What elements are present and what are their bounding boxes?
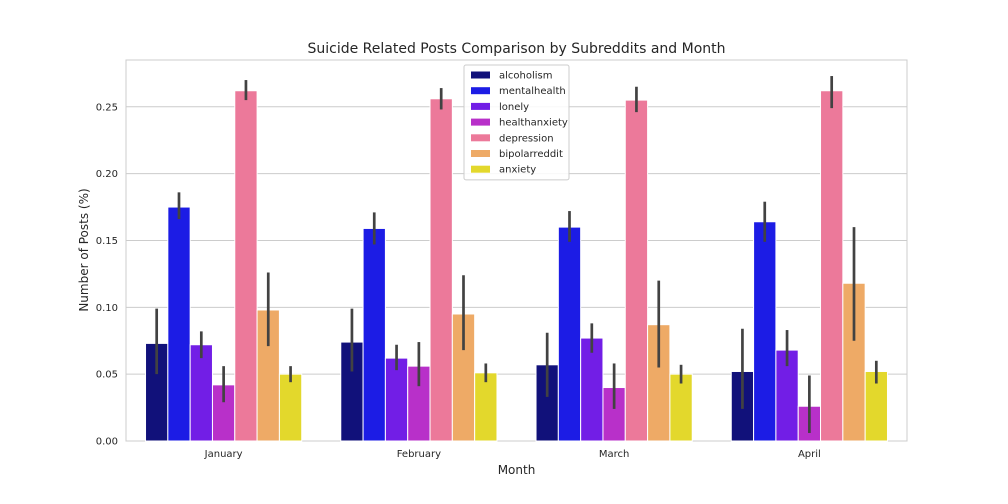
- legend-label-alcoholism: alcoholism: [499, 71, 553, 82]
- bar-mentalhealth-january: [167, 206, 191, 442]
- bar-lonely-february: [384, 357, 409, 442]
- legend-box: [463, 64, 570, 181]
- legend-label-healthanxiety: healthanxiety: [499, 118, 568, 129]
- chart-title: Suicide Related Posts Comparison by Subr…: [307, 41, 725, 57]
- bar-anxiety-march: [669, 373, 693, 442]
- bar-depression-april: [820, 90, 844, 442]
- legend-swatch-bipolarreddit: [471, 150, 490, 157]
- y-tick-label: 0.05: [96, 370, 118, 381]
- bar-mentalhealth-february: [362, 227, 386, 442]
- legend-label-anxiety: anxiety: [499, 165, 536, 176]
- legend-swatch-depression: [471, 134, 490, 142]
- legend-label-depression: depression: [499, 133, 554, 144]
- bar-lonely-march: [580, 337, 604, 442]
- y-axis-ticks: 0.00 0.05 0.10 0.15 0.20 0.25: [96, 102, 118, 447]
- bar-depression-january: [234, 90, 258, 442]
- legend-label-lonely: lonely: [499, 102, 529, 113]
- x-tick-label: January: [204, 449, 243, 460]
- legend-label-mentalhealth: mentalhealth: [499, 86, 566, 97]
- bar-depression-march: [624, 99, 649, 442]
- x-tick-label: February: [397, 449, 441, 460]
- legend-swatch-healthanxiety: [471, 118, 490, 126]
- legend-swatch-lonely: [471, 102, 490, 110]
- x-tick-label: March: [599, 449, 629, 460]
- legend-swatch-alcoholism: [471, 71, 490, 79]
- bar-lonely-january: [189, 344, 213, 442]
- y-tick-label: 0.00: [96, 437, 118, 448]
- y-tick-label: 0.15: [96, 236, 118, 247]
- error-bars-group: [155, 76, 878, 433]
- y-tick-label: 0.10: [96, 303, 118, 314]
- legend-swatch-anxiety: [471, 165, 490, 173]
- y-axis-label: Number of Posts (%): [77, 188, 91, 311]
- legend: alcoholism mentalhealth lonely healthanxiet…: [463, 64, 570, 181]
- bar-mentalhealth-march: [557, 226, 582, 442]
- y-tick-label: 0.25: [96, 102, 118, 113]
- x-axis-ticks: January February March April: [204, 449, 821, 460]
- bar-anxiety-february: [474, 372, 498, 442]
- x-axis-label: Month: [498, 463, 536, 477]
- bar-mentalhealth-april: [753, 221, 777, 442]
- legend-label-bipolarreddit: bipolarreddit: [499, 149, 563, 160]
- y-tick-label: 0.20: [96, 169, 118, 180]
- legend-swatch-mentalhealth: [471, 87, 490, 95]
- x-tick-label: April: [798, 449, 821, 460]
- bar-depression-february: [429, 98, 453, 442]
- bars-group: [145, 90, 888, 442]
- bar-anxiety-january: [278, 373, 303, 442]
